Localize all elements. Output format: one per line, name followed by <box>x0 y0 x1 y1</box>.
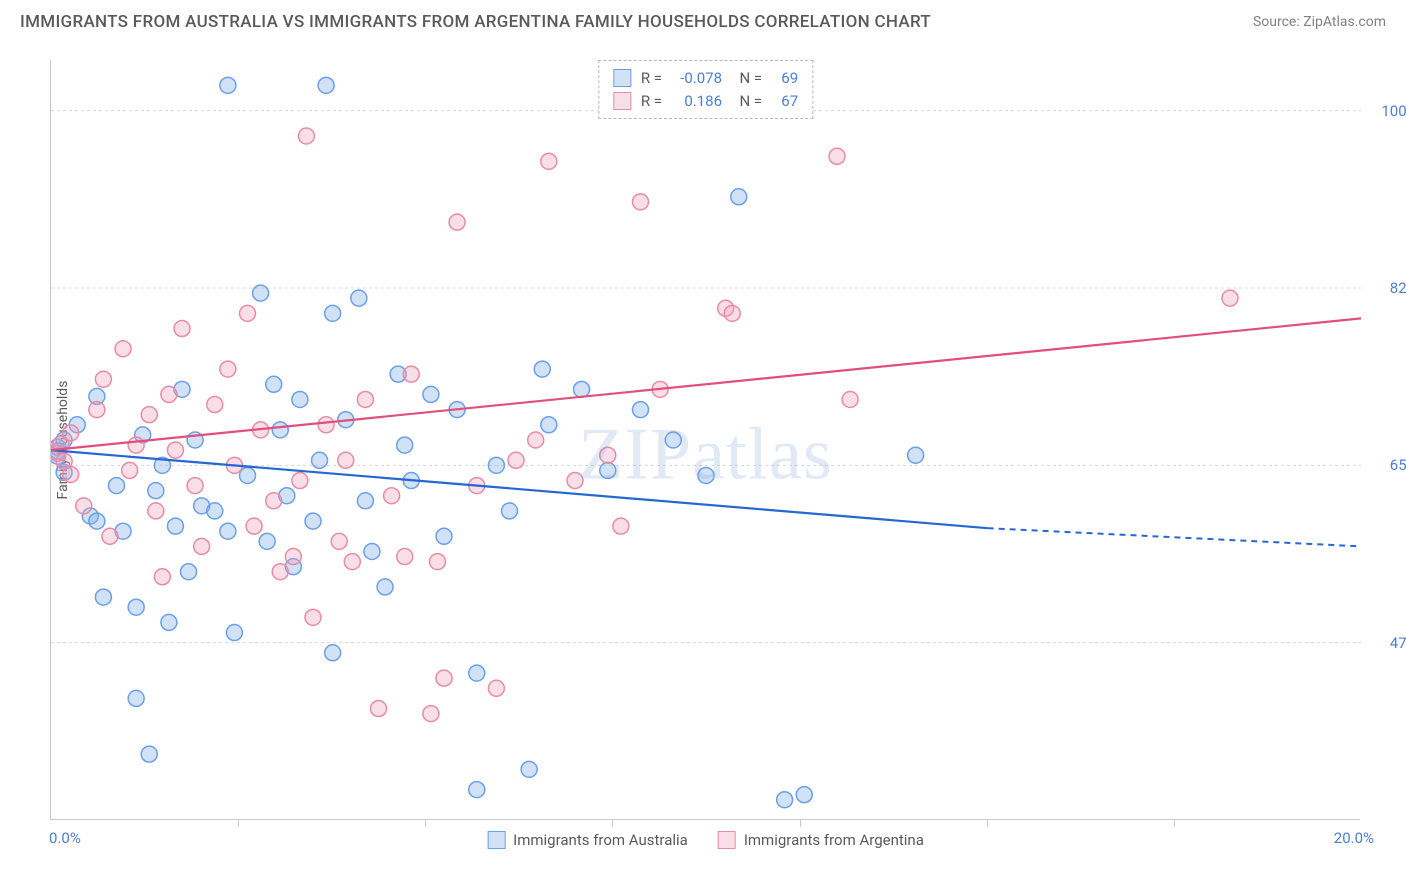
y-tick-label: 47.5% <box>1390 634 1406 652</box>
x-axis-tick <box>987 819 988 827</box>
x-axis-tick <box>425 819 426 827</box>
legend-swatch-icon <box>718 831 736 849</box>
y-tick-label: 82.5% <box>1390 279 1406 297</box>
x-axis-tick <box>612 819 613 827</box>
n-value: 67 <box>772 90 798 113</box>
legend-swatch-icon <box>487 831 505 849</box>
series-legend-label: Immigrants from Argentina <box>744 831 924 849</box>
legend-swatch-icon <box>613 92 631 110</box>
legend-swatch-icon <box>613 69 631 87</box>
x-axis-tick <box>238 819 239 827</box>
n-value: 69 <box>772 67 798 90</box>
correlation-legend-row: R = 0.186 N = 67 <box>613 90 798 113</box>
series-legend-item: Immigrants from Argentina <box>718 831 924 849</box>
y-tick-label: 65.0% <box>1390 456 1406 474</box>
correlation-legend: R = -0.078 N = 69 R = 0.186 N = 67 <box>598 60 813 119</box>
y-tick-label: 100.0% <box>1381 102 1406 120</box>
series-legend: Immigrants from Australia Immigrants from… <box>487 831 924 849</box>
x-axis-min-label: 0.0% <box>49 829 81 847</box>
n-label: N = <box>732 67 762 90</box>
chart-plot-area: Family Households R =-0.078 N =69R =0.18… <box>50 60 1360 820</box>
series-legend-item: Immigrants from Australia <box>487 831 688 849</box>
chart-source: Source: ZipAtlas.com <box>1253 14 1386 30</box>
x-axis-max-label: 20.0% <box>1334 829 1374 847</box>
r-label: R = <box>641 90 662 113</box>
series-legend-label: Immigrants from Australia <box>513 831 688 849</box>
chart-header: IMMIGRANTS FROM AUSTRALIA VS IMMIGRANTS … <box>0 0 1406 40</box>
r-value: -0.078 <box>672 67 722 90</box>
r-value: 0.186 <box>672 90 722 113</box>
r-label: R = <box>641 67 662 90</box>
n-label: N = <box>732 90 762 113</box>
correlation-legend-row: R = -0.078 N = 69 <box>613 67 798 90</box>
chart-title: IMMIGRANTS FROM AUSTRALIA VS IMMIGRANTS … <box>20 12 931 32</box>
scatter-chart-svg <box>51 60 1361 820</box>
x-axis-tick <box>1174 819 1175 827</box>
x-axis-tick <box>800 819 801 827</box>
